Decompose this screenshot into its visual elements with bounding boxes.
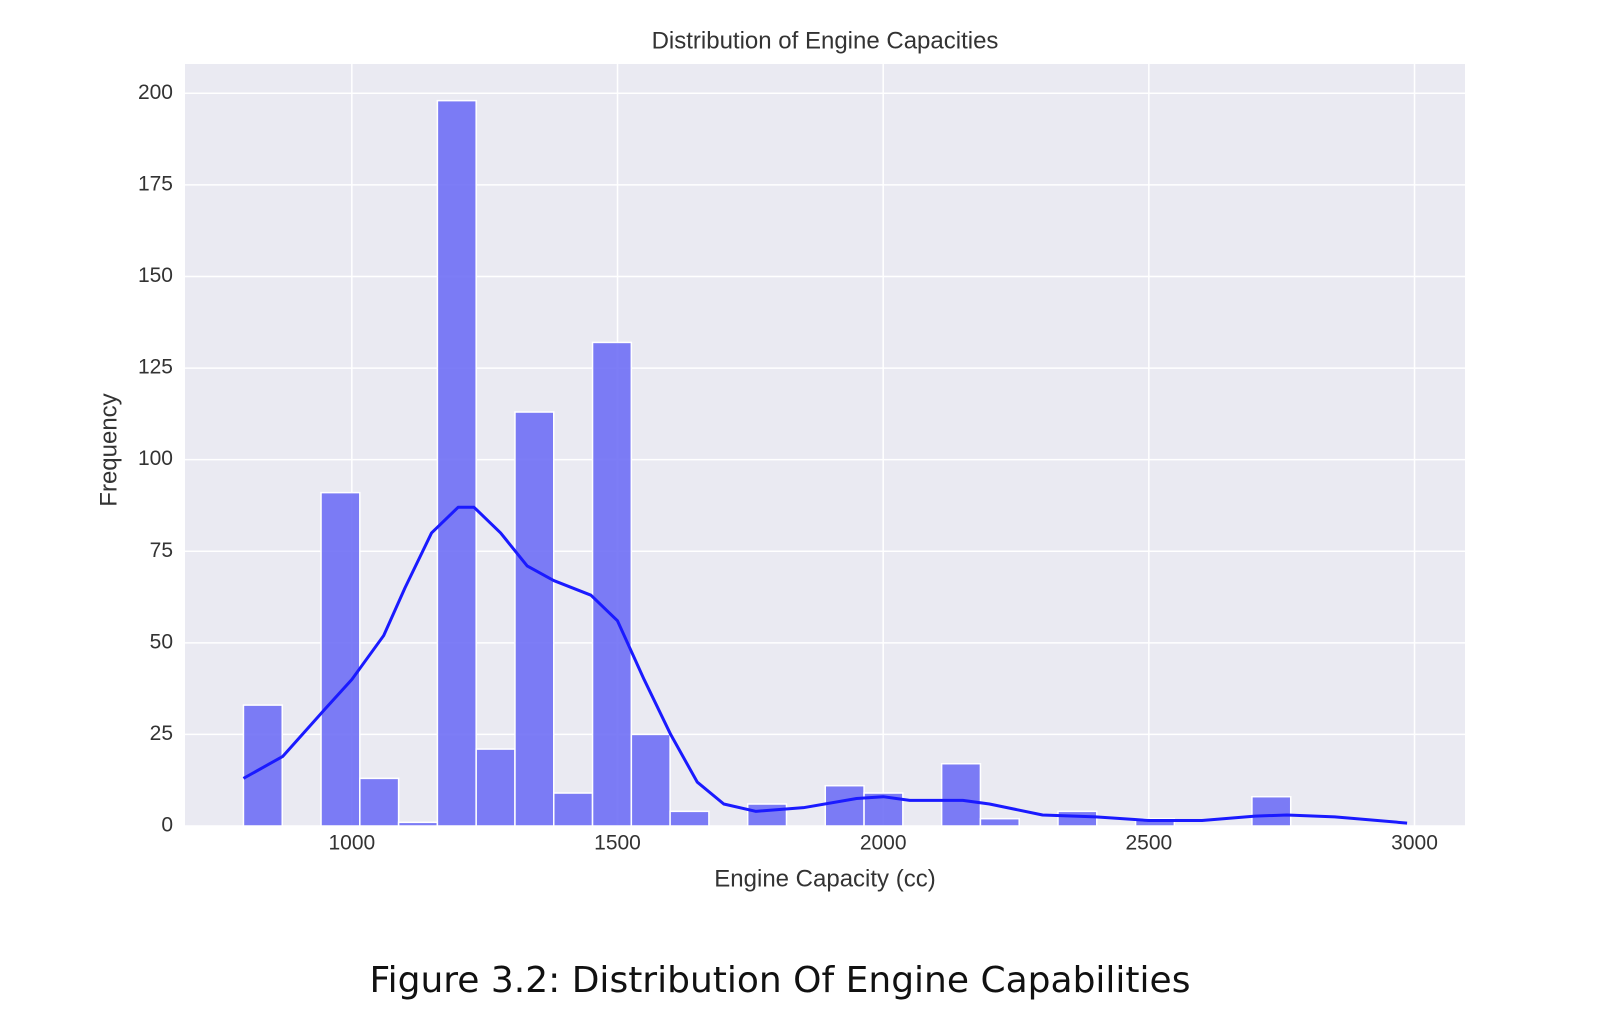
- y-tick-label: 25: [150, 722, 173, 745]
- bar: [591, 341, 633, 827]
- bar: [979, 817, 1020, 827]
- bar: [242, 704, 283, 827]
- bar: [436, 99, 477, 827]
- y-tick-label: 50: [150, 630, 173, 653]
- y-tick-label: 150: [138, 264, 173, 287]
- bar: [1134, 817, 1176, 827]
- y-tick-label: 0: [161, 814, 173, 837]
- bar: [397, 821, 439, 827]
- bar: [359, 777, 400, 827]
- bar: [514, 411, 555, 827]
- y-tick-label: 125: [138, 356, 173, 379]
- bar: [553, 792, 594, 827]
- y-tick-label: 200: [138, 81, 173, 104]
- x-axis-label: Engine Capacity (cc): [714, 865, 935, 892]
- bar: [940, 762, 982, 827]
- y-tick-label: 75: [150, 539, 173, 562]
- bar: [320, 491, 361, 827]
- plot-area: [185, 64, 1465, 826]
- y-axis-label: Frequency: [95, 393, 122, 506]
- x-tick-label: 2000: [860, 832, 907, 855]
- x-tick-label: 3000: [1391, 832, 1438, 855]
- figure-caption: Figure 3.2: Distribution Of Engine Capab…: [370, 960, 1191, 1001]
- kde-line: [242, 505, 1408, 825]
- y-tick-label: 175: [138, 172, 173, 195]
- x-tick-label: 1000: [328, 832, 375, 855]
- bar: [1057, 810, 1098, 827]
- bar: [824, 784, 865, 827]
- chart-title: Distribution of Engine Capacities: [652, 27, 999, 54]
- x-tick-label: 1500: [594, 832, 641, 855]
- x-tick-label: 2500: [1125, 832, 1172, 855]
- bar: [669, 810, 710, 827]
- bar: [475, 748, 516, 827]
- bar: [630, 733, 671, 827]
- bar: [746, 803, 788, 827]
- bar: [1251, 795, 1292, 827]
- y-tick-label: 100: [138, 447, 173, 470]
